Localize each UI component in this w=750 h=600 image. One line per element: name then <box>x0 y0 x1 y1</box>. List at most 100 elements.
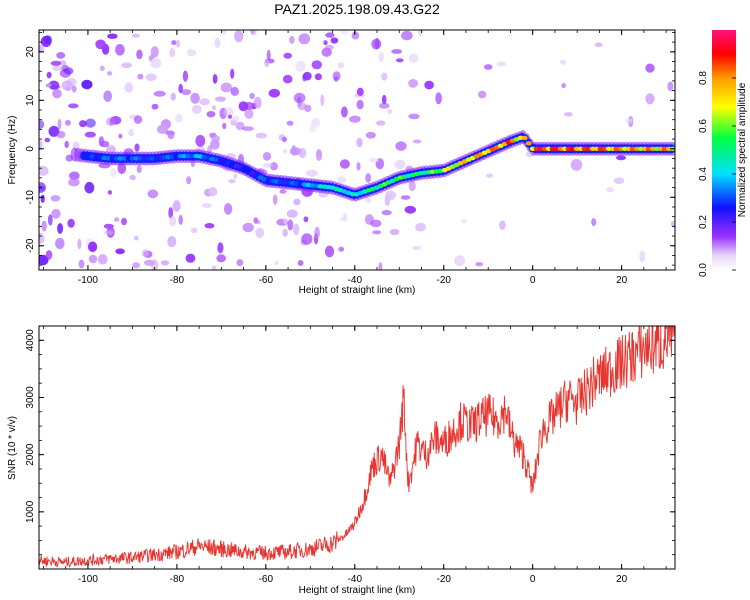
noise-blob <box>375 37 380 49</box>
noise-blob <box>570 159 583 171</box>
noise-blob <box>211 135 221 143</box>
noise-blob <box>624 118 633 124</box>
noise-blob <box>57 118 62 130</box>
colorbar-tick-label: 0.4 <box>698 167 709 181</box>
noise-blob <box>249 92 255 100</box>
noise-blob <box>220 82 232 93</box>
y-tick-label: 1000 <box>25 500 36 523</box>
noise-blob <box>171 40 177 46</box>
noise-blob <box>639 250 646 263</box>
noise-blob <box>233 173 238 180</box>
noise-blob <box>45 250 53 260</box>
noise-blob <box>88 241 98 253</box>
noise-blob <box>181 89 191 96</box>
noise-blob <box>115 44 125 56</box>
noise-blob <box>499 220 506 230</box>
noise-blob <box>115 248 125 255</box>
noise-blob <box>68 171 80 180</box>
noise-blob <box>78 259 85 269</box>
x-tick-label: -100 <box>78 574 98 585</box>
noise-blob <box>381 72 388 81</box>
noise-blob <box>266 49 271 61</box>
noise-blob <box>204 223 215 229</box>
noise-blob <box>496 61 507 67</box>
noise-blob <box>364 197 372 203</box>
noise-blob <box>268 88 280 98</box>
noise-blob <box>338 246 345 252</box>
noise-blob <box>121 217 127 226</box>
noise-blob <box>131 33 140 38</box>
y-tick-label: 2000 <box>25 443 36 466</box>
noise-blob <box>143 259 156 266</box>
noise-blob <box>50 60 62 66</box>
noise-blob <box>84 181 95 194</box>
noise-blob <box>339 159 350 169</box>
noise-blob <box>234 30 244 43</box>
spectrogram-y-ticks: -20 -10 0 10 20 <box>25 32 675 266</box>
noise-blob <box>45 83 52 88</box>
noise-blob <box>324 245 335 258</box>
noise-blob <box>134 235 139 241</box>
noise-blob <box>594 42 603 47</box>
noise-blob <box>372 230 382 235</box>
noise-blob <box>289 147 301 156</box>
ridge-core <box>629 146 636 151</box>
noise-blob <box>302 71 312 81</box>
colorbar-label: Normalized spectral amplitude <box>737 82 748 217</box>
x-tick-label: -80 <box>170 574 185 585</box>
noise-blob <box>221 30 227 35</box>
noise-blob <box>185 253 196 263</box>
noise-blob <box>283 52 293 59</box>
noise-blob <box>77 238 82 250</box>
noise-blob <box>339 216 348 222</box>
noise-blob <box>337 61 345 69</box>
noise-blob <box>351 31 360 40</box>
noise-blob <box>408 113 420 120</box>
noise-blob <box>178 83 183 94</box>
noise-blob <box>412 245 422 250</box>
noise-blob <box>349 115 361 123</box>
noise-blob <box>222 122 227 130</box>
noise-blob <box>136 49 143 60</box>
colorbar-ticks: 0.0 0.2 0.4 0.6 0.8 <box>698 71 736 277</box>
noise-blob <box>395 141 407 151</box>
noise-blob <box>134 143 140 152</box>
x-tick-label: -60 <box>259 574 274 585</box>
noise-blob <box>616 155 626 161</box>
noise-blob <box>56 130 66 139</box>
noise-blob <box>190 92 200 104</box>
noise-blob <box>381 209 392 216</box>
noise-blob <box>286 120 294 126</box>
noise-blob <box>99 140 110 148</box>
noise-blob <box>242 126 254 132</box>
noise-blob <box>160 260 170 266</box>
noise-blob <box>137 73 144 80</box>
x-tick-label: -80 <box>170 275 185 286</box>
noise-blob <box>293 92 306 104</box>
noise-blob <box>106 117 116 127</box>
x-tick-label: -60 <box>259 275 274 286</box>
noise-blob <box>325 32 335 38</box>
noise-blob <box>320 94 325 107</box>
y-tick-label: 3000 <box>25 386 36 409</box>
x-tick-label: -20 <box>437 275 452 286</box>
noise-blob <box>369 157 379 163</box>
noise-blob <box>337 176 347 184</box>
noise-blob <box>52 65 62 72</box>
noise-blob <box>415 222 426 232</box>
noise-blob <box>408 53 419 63</box>
noise-blob <box>167 236 177 248</box>
noise-blob <box>606 187 614 193</box>
spectrogram-ridge <box>70 130 675 202</box>
noise-blob <box>454 255 466 267</box>
noise-blob <box>591 218 597 227</box>
noise-blob <box>341 30 349 35</box>
noise-blob <box>151 103 159 110</box>
noise-blob <box>475 262 484 267</box>
noise-blob <box>176 39 181 48</box>
noise-blob <box>217 242 224 254</box>
noise-blob <box>356 137 363 148</box>
noise-blob <box>95 39 106 50</box>
noise-blob <box>175 113 183 123</box>
